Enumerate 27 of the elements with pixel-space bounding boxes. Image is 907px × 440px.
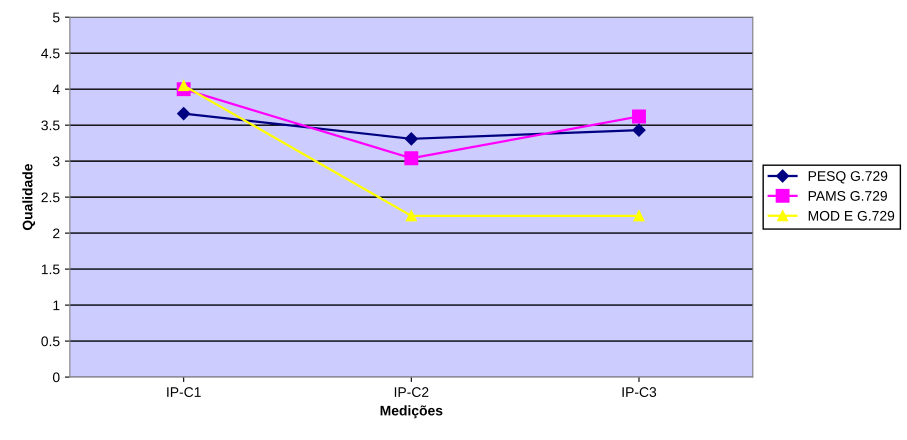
y-tick-label: 2 xyxy=(53,228,60,238)
y-tick-label: 1.5 xyxy=(42,264,60,274)
legend-label: PAMS G.729 xyxy=(808,191,887,201)
point xyxy=(404,132,418,146)
x-axis-title: Medições xyxy=(380,405,442,418)
x-tick-label: IP-C2 xyxy=(394,387,428,398)
point xyxy=(406,210,417,222)
y-tick-label: 2.5 xyxy=(42,192,60,202)
y-axis-title: Qualidade xyxy=(22,164,36,230)
legend-label: MOD E G.729 xyxy=(808,210,894,221)
y-tick-label: 3.5 xyxy=(41,120,60,130)
x-tick-label: IP-C1 xyxy=(167,387,201,398)
point xyxy=(632,124,646,137)
y-tick-label: 4.5 xyxy=(41,48,60,58)
x-tick-label: IP-C3 xyxy=(622,387,656,398)
y-tick-label: 3 xyxy=(52,156,60,166)
legend-label: PESQ G.729 xyxy=(808,171,888,184)
point xyxy=(178,80,190,92)
point xyxy=(632,110,646,124)
y-tick-label: 4 xyxy=(52,84,60,94)
y-tick-label: 1 xyxy=(53,300,60,310)
point xyxy=(404,151,418,166)
point xyxy=(177,107,190,120)
y-tick-label: 0.5 xyxy=(41,336,60,346)
point xyxy=(633,210,645,222)
y-tick-label: 5 xyxy=(52,12,60,22)
y-tick-label: 0 xyxy=(52,372,60,382)
